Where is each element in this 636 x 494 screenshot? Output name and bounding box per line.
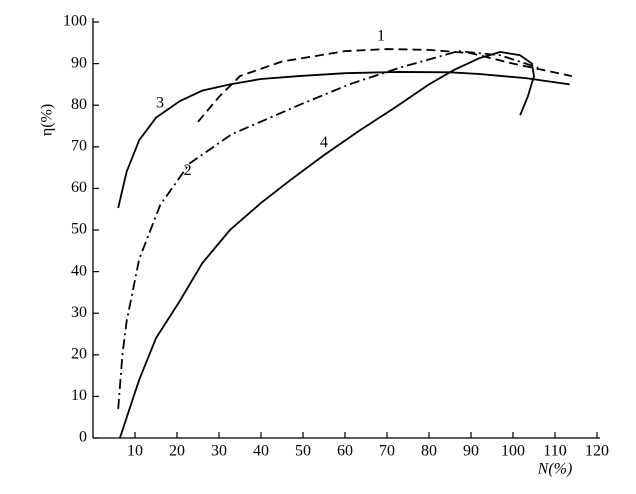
x-axis-label: N(%): [537, 461, 573, 478]
y-tick-label: 60: [71, 179, 87, 196]
x-tick-label: 20: [169, 443, 185, 460]
x-tick-label: 110: [543, 443, 566, 460]
x-tick-label: 60: [337, 443, 353, 460]
series-label: 2: [184, 162, 192, 179]
y-tick-label: 20: [71, 345, 87, 362]
series-line: [117, 50, 539, 409]
x-tick-label: 40: [253, 443, 269, 460]
y-tick-label: 80: [71, 96, 87, 113]
y-tick-label: 10: [71, 387, 87, 404]
y-tick-label: 90: [71, 54, 87, 71]
x-tick-label: 90: [463, 443, 479, 460]
series-line: [197, 48, 572, 123]
x-tick-label: 80: [421, 443, 437, 460]
series-line: [117, 71, 570, 209]
x-tick-label: 100: [501, 443, 525, 460]
y-tick-label: 0: [79, 429, 87, 446]
y-tick-label: 30: [71, 304, 87, 321]
series-label: 1: [377, 28, 385, 45]
y-tick-label: 40: [71, 262, 87, 279]
x-tick-label: 70: [379, 443, 395, 460]
x-tick-label: 120: [585, 443, 609, 460]
x-tick-label: 30: [211, 443, 227, 460]
y-tick-label: 50: [71, 221, 87, 238]
y-tick-label: 100: [63, 13, 87, 30]
y-tick-label: 70: [71, 137, 87, 154]
x-tick-label: 10: [127, 443, 143, 460]
y-axis-label: η(%): [39, 104, 56, 136]
series-label: 3: [156, 94, 164, 111]
x-tick-label: 50: [295, 443, 311, 460]
series-label: 4: [320, 134, 328, 151]
series-line: [119, 51, 535, 439]
